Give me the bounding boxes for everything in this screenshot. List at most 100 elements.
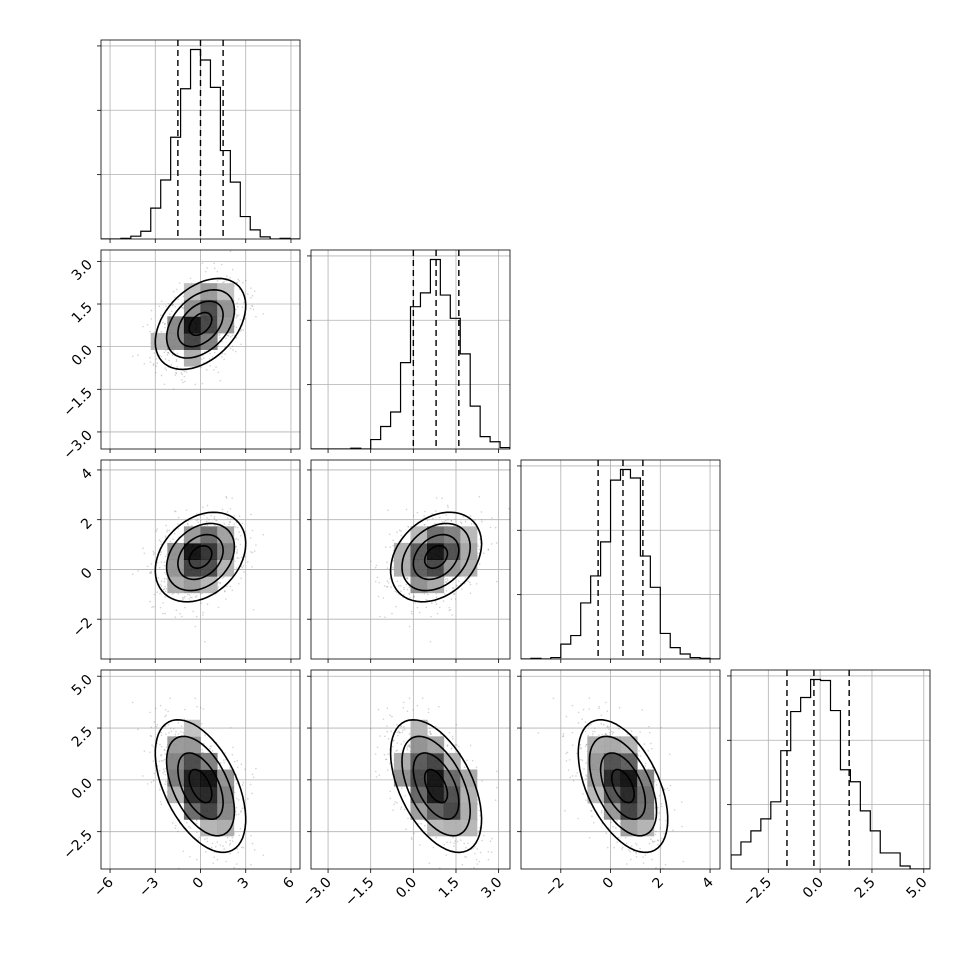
axis-frame <box>100 39 301 240</box>
sample-point <box>617 727 620 730</box>
sample-point <box>164 753 167 756</box>
sample-point <box>215 519 218 522</box>
density-cell <box>217 526 235 544</box>
sample-point <box>656 806 659 809</box>
sample-point <box>221 356 223 358</box>
sample-point <box>672 829 674 832</box>
sample-point <box>206 603 209 605</box>
sample-point <box>406 745 409 747</box>
sample-point <box>388 533 391 536</box>
sample-point <box>165 573 167 575</box>
sample-point <box>635 851 637 854</box>
sample-point <box>163 351 166 354</box>
sample-point <box>384 616 386 618</box>
sample-point <box>442 870 444 872</box>
sample-point <box>669 753 671 756</box>
sample-point <box>571 775 574 777</box>
sample-point <box>165 588 168 590</box>
sample-point <box>444 578 447 581</box>
axis-frame <box>310 669 511 870</box>
sample-point <box>152 364 155 366</box>
sample-point <box>164 555 167 558</box>
sample-point <box>223 280 225 283</box>
contour-level-3 <box>389 511 483 603</box>
sample-point <box>163 588 166 590</box>
sample-point <box>399 808 402 810</box>
sample-point <box>237 557 240 559</box>
sample-point <box>494 799 497 801</box>
sample-point <box>403 588 405 591</box>
sample-point <box>222 759 225 761</box>
sample-point <box>494 526 497 529</box>
sample-point <box>180 730 182 733</box>
sample-point <box>137 354 139 356</box>
sample-point <box>175 360 178 362</box>
sample-point <box>238 515 241 518</box>
sample-point <box>156 561 159 564</box>
sample-point <box>383 585 386 587</box>
sample-point <box>450 520 453 522</box>
sample-point <box>470 523 473 525</box>
density-cell <box>460 819 478 837</box>
sample-point <box>429 730 432 732</box>
sample-point <box>474 852 476 855</box>
x-tick-label: 1.5 <box>436 875 463 902</box>
sample-point <box>155 365 157 367</box>
sample-point <box>241 566 244 569</box>
sample-point <box>429 732 432 734</box>
sample-point <box>625 842 628 845</box>
sample-point <box>598 734 600 736</box>
sample-point <box>408 744 410 747</box>
sample-point <box>392 809 394 811</box>
sample-point <box>642 856 644 858</box>
density-cell <box>167 786 185 804</box>
sample-point <box>621 848 623 850</box>
sample-point <box>188 870 190 872</box>
sample-point <box>177 722 180 724</box>
sample-point <box>435 836 437 839</box>
sample-point <box>616 841 619 844</box>
sample-point <box>222 281 224 284</box>
sample-point <box>159 800 162 803</box>
sample-point <box>666 787 669 790</box>
sample-point <box>581 759 584 762</box>
sample-point <box>162 602 164 604</box>
sample-point <box>247 293 249 295</box>
sample-point <box>181 373 183 376</box>
sample-point <box>194 625 197 628</box>
sample-point <box>562 733 565 735</box>
sample-point <box>239 543 242 546</box>
sample-point <box>164 571 166 574</box>
sample-point <box>177 733 180 735</box>
sample-point <box>164 535 167 537</box>
sample-point <box>240 534 242 537</box>
sample-point <box>164 585 167 588</box>
sample-point <box>131 701 134 704</box>
sample-point <box>236 548 239 551</box>
sample-point <box>175 824 177 827</box>
sample-point <box>432 846 435 849</box>
sample-point <box>456 584 458 587</box>
sample-point <box>241 784 244 786</box>
sample-point <box>236 315 239 318</box>
sample-point <box>476 863 479 865</box>
sample-point <box>572 779 575 782</box>
sample-point <box>240 811 242 813</box>
sample-point <box>164 367 166 369</box>
sample-point <box>453 593 456 595</box>
sample-point <box>255 767 257 770</box>
sample-point <box>618 706 621 709</box>
sample-point <box>166 354 169 356</box>
sample-point <box>225 841 227 844</box>
sample-point <box>255 315 257 318</box>
sample-point <box>635 852 638 855</box>
density-cell <box>183 786 201 804</box>
sample-point <box>461 863 464 866</box>
sample-point <box>511 556 513 558</box>
sample-point <box>404 795 406 797</box>
sample-point <box>237 851 240 854</box>
density-cell <box>217 802 235 820</box>
sample-point <box>377 595 380 598</box>
x-tick-label: 4 <box>699 874 717 892</box>
